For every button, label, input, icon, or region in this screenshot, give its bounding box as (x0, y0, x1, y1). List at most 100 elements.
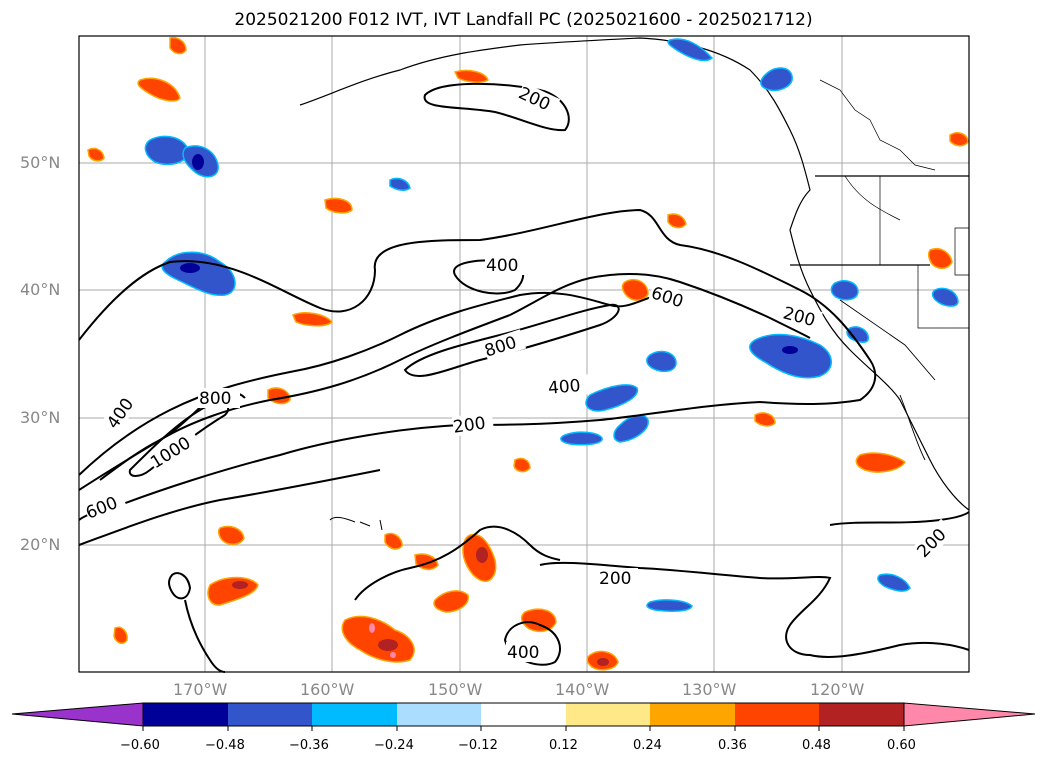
blob-pos-18 (949, 132, 969, 147)
blob-pos-7 (855, 452, 907, 473)
blob-neg-11 (830, 280, 859, 301)
contour-400-south (354, 525, 561, 601)
lat-label: 50°N (20, 153, 61, 172)
map-frame (78, 35, 970, 673)
blob-pos-19 (169, 36, 187, 55)
contour-small-loop (168, 572, 192, 600)
contour-600 (78, 291, 656, 476)
lon-label: 150°W (428, 680, 483, 699)
colorbar-bin (228, 703, 312, 726)
colorbar-extend-high (903, 702, 1036, 727)
blob-neg-13 (846, 326, 869, 343)
contour-label: 400 (547, 376, 581, 399)
colorbar-tick-label: 0.60 (887, 738, 916, 753)
contour-label: 200 (599, 569, 631, 589)
baja-coast (839, 299, 936, 461)
colorbar-ticks (142, 726, 905, 731)
blob-neg-16 (389, 177, 411, 191)
colorbar-bin (819, 703, 904, 726)
blob-pos-4 (292, 312, 334, 327)
blob-pos-24 (384, 532, 403, 550)
lat-label: 20°N (20, 535, 61, 554)
blob-deep-pos-4 (597, 658, 609, 666)
blob-pos-2 (453, 69, 489, 83)
blob-deep-neg-2 (782, 346, 798, 354)
blob-neg-12 (931, 287, 959, 307)
colorbar-tick-label: −0.12 (458, 738, 498, 753)
blob-pos-16 (513, 457, 531, 473)
blob-deep-neg-3 (180, 263, 200, 273)
colorbar-tick-label: 0.36 (718, 738, 747, 753)
lon-label: 170°W (173, 680, 228, 699)
ivt-contours (78, 82, 970, 673)
blob-pos-12 (433, 590, 469, 613)
blob-deep-pos-1 (476, 547, 488, 563)
colorbar-frame (142, 702, 905, 727)
lon-label: 160°W (300, 680, 355, 699)
contour-200-main (78, 208, 877, 521)
colorbar-tick-label: 0.48 (802, 738, 831, 753)
lon-label: 140°W (555, 680, 610, 699)
lat-label: 30°N (20, 408, 61, 427)
blob-pos-21 (667, 213, 687, 229)
colorbar-bin (397, 703, 481, 726)
blob-neg-14 (877, 573, 911, 592)
north-america-coastline (299, 37, 970, 511)
coastlines (299, 37, 970, 531)
contour-800-east (403, 303, 620, 377)
lat-label: 40°N (20, 280, 61, 299)
blob-pos-3 (324, 197, 353, 214)
blob-neg-4 (749, 333, 832, 379)
colorbar-tick-label: −0.60 (120, 738, 160, 753)
contour-200-south (539, 561, 970, 658)
contour-label: 200 (452, 413, 487, 437)
blob-pos-8 (754, 412, 776, 427)
blob-neg-1 (161, 251, 236, 297)
anomaly-blobs (87, 36, 969, 671)
map-background (79, 36, 969, 672)
state-border-2 (844, 175, 901, 221)
contour-400-main (78, 272, 811, 491)
blob-pos-15 (217, 525, 245, 545)
contour-1000 (128, 402, 230, 477)
colorbar-extend-low (11, 702, 144, 727)
blob-neg-6 (585, 384, 639, 412)
blob-pos-17 (927, 248, 953, 269)
colorbar-tick-label: 0.24 (633, 738, 662, 753)
blob-deep-pos-2 (378, 639, 398, 651)
contour-label: 800 (199, 389, 231, 409)
contour-200-lower (78, 469, 381, 546)
blob-deep-neg-1 (192, 154, 204, 170)
lon-label: 130°W (682, 680, 737, 699)
colorbar-bin (143, 703, 228, 726)
blob-deep-pos-3 (232, 581, 248, 589)
contour-200-sw (184, 599, 226, 673)
colorbar-tick-label: −0.24 (374, 738, 414, 753)
colorbar-tick-label: 0.12 (549, 738, 578, 753)
colorbar-bin (650, 703, 735, 726)
blob-peak-pos-2 (390, 652, 396, 658)
contour-200-se (829, 511, 970, 526)
blob-pos-22 (113, 626, 128, 644)
blob-neg-9 (760, 67, 793, 92)
state-border-3 (879, 176, 969, 329)
colorbar-tick-label: −0.48 (205, 738, 245, 753)
colorbar-bin (735, 703, 819, 726)
blob-pos-20 (87, 147, 105, 162)
blob-peak-pos-1 (369, 623, 375, 633)
blob-pos-5 (621, 278, 649, 301)
colorbar-bin (481, 703, 566, 726)
blob-neg-5 (646, 350, 677, 373)
blob-pos-10 (341, 615, 415, 663)
blob-neg-10 (667, 38, 714, 62)
hawaii-islands (329, 516, 383, 531)
contour-200-north (423, 82, 570, 132)
blob-neg-15 (646, 599, 693, 612)
gridlines (79, 36, 969, 672)
blob-pos-13 (520, 608, 557, 633)
colorbar-bin (566, 703, 650, 726)
map-title: 2025021200 F012 IVT, IVT Landfall PC (20… (234, 10, 813, 30)
blob-neg-8 (560, 431, 603, 446)
colorbar (11, 702, 1036, 731)
